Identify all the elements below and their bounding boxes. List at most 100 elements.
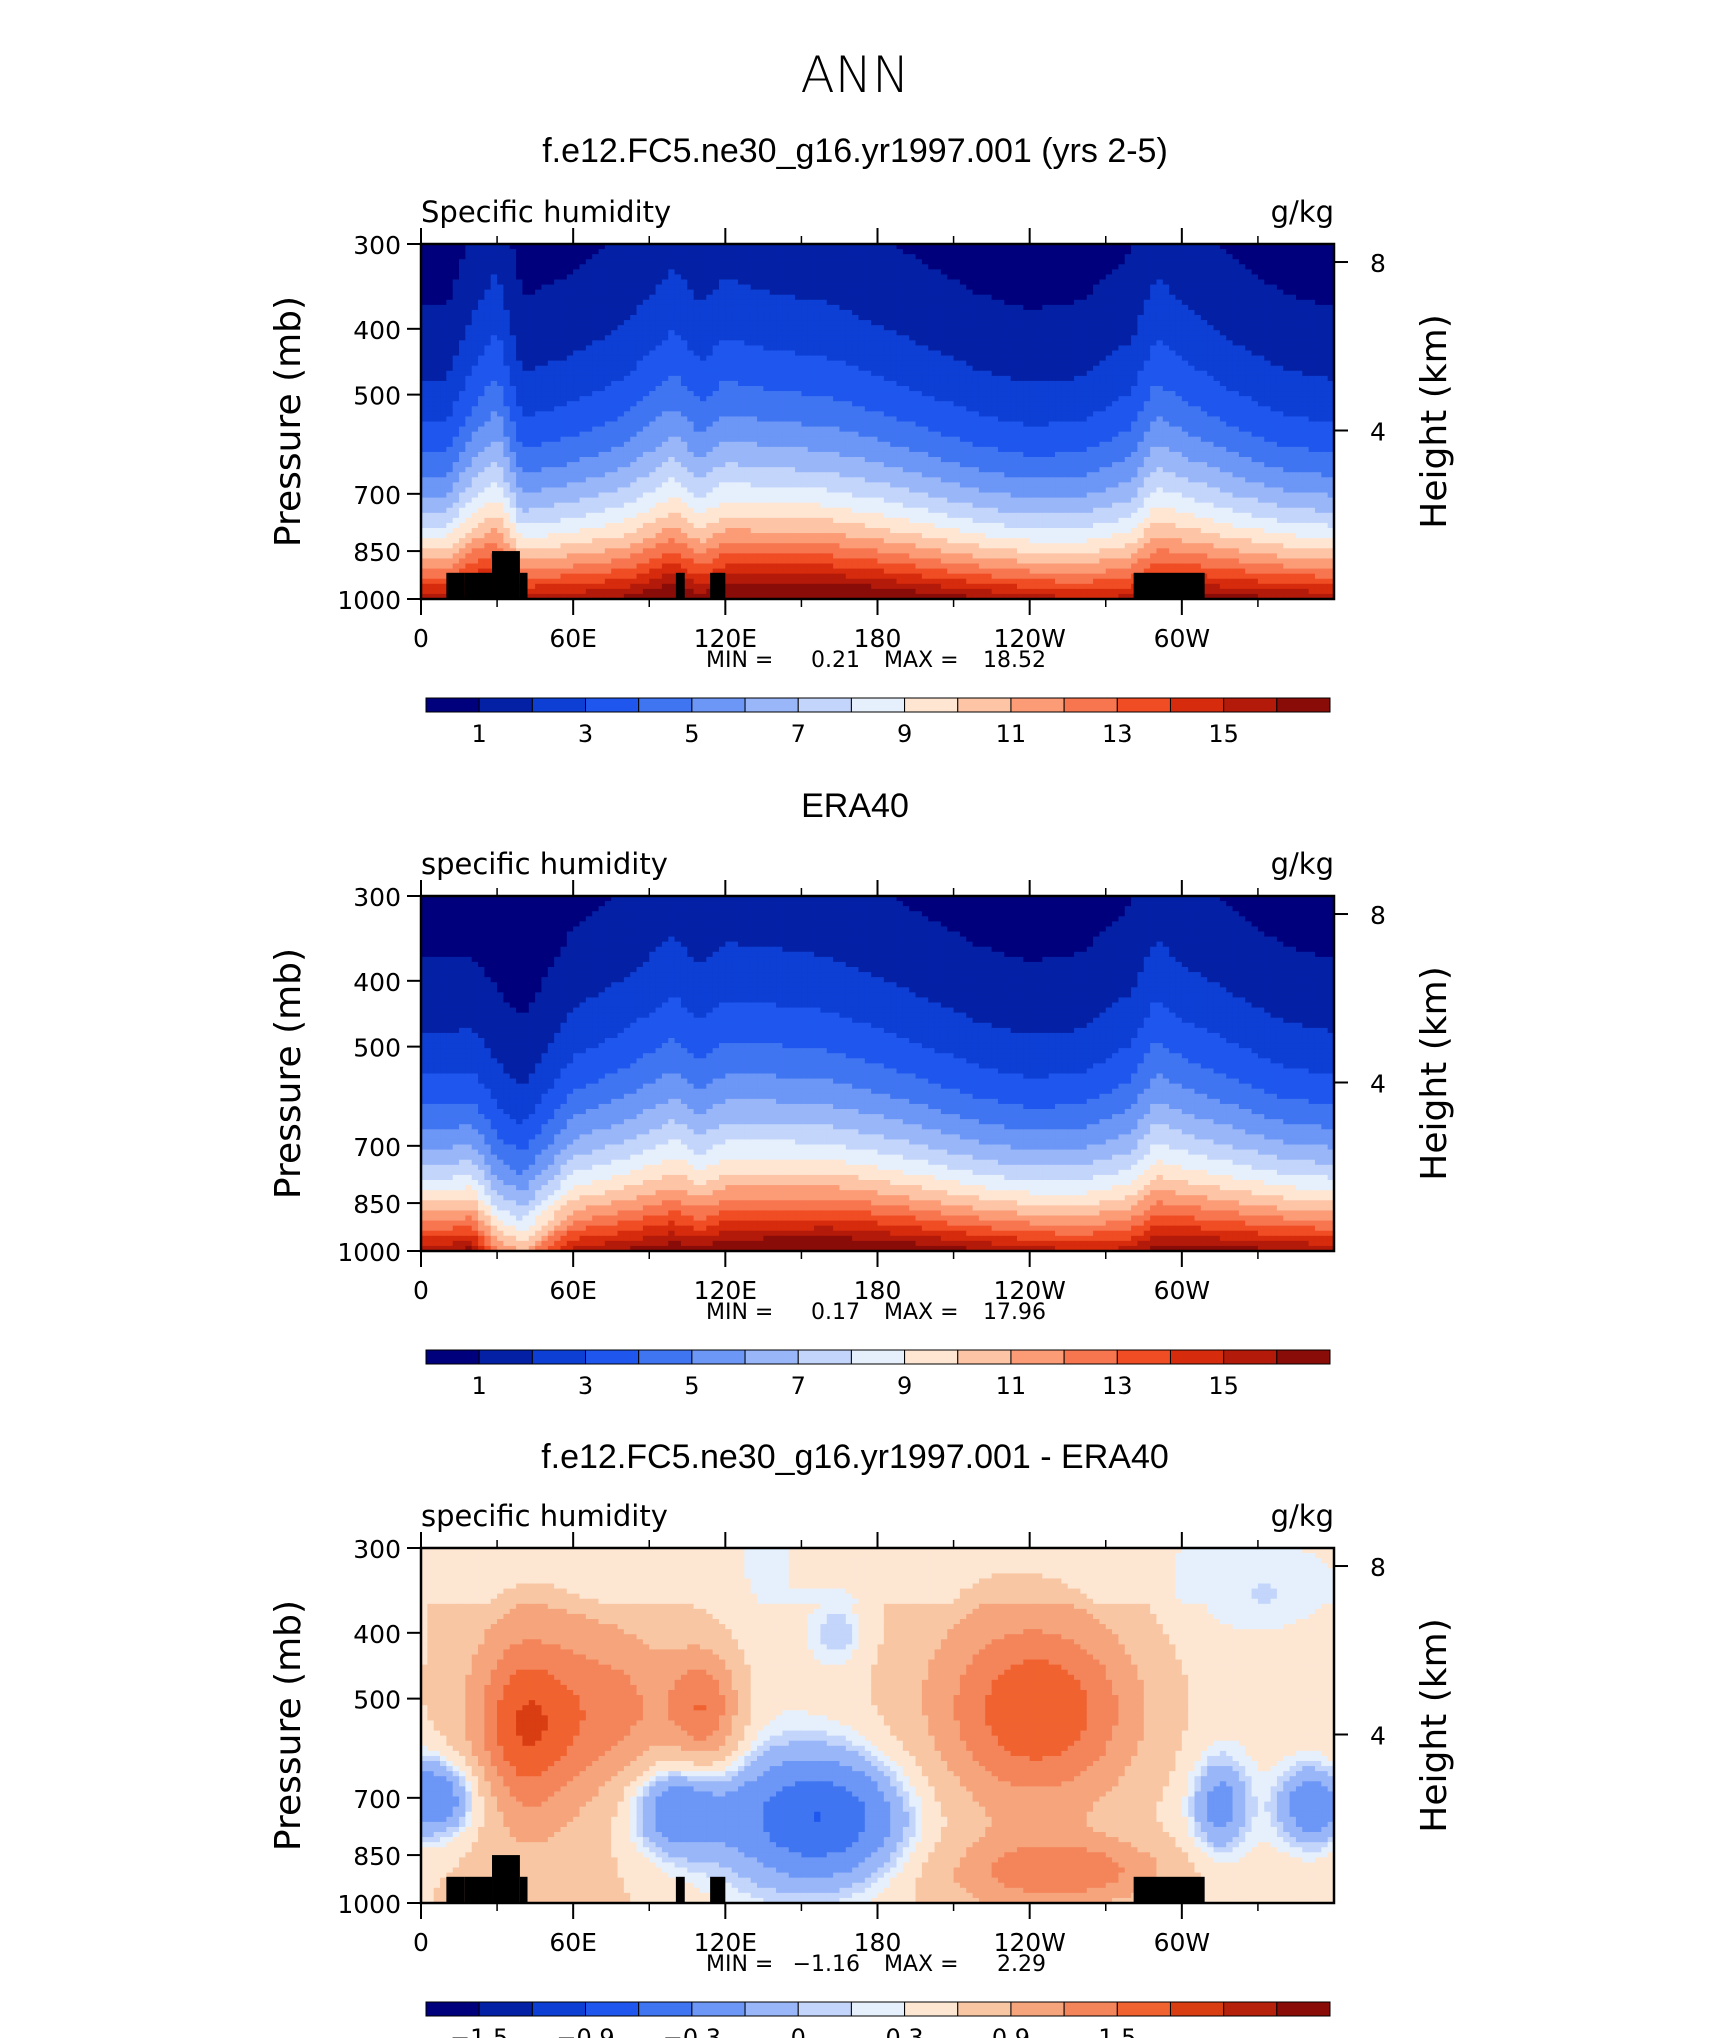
contour-cell: [427, 508, 434, 514]
contour-cell: [529, 259, 536, 265]
contour-cell: [554, 411, 561, 417]
contour-cell: [592, 249, 599, 255]
contour-cell: [782, 330, 789, 336]
contour-cell: [637, 579, 644, 585]
contour-cell: [516, 315, 523, 321]
contour-cell: [599, 315, 606, 321]
contour-cell: [649, 290, 656, 296]
contour-cell: [852, 401, 859, 407]
contour-cell: [573, 508, 580, 514]
contour-cell: [630, 558, 637, 564]
contour-cell: [522, 467, 529, 473]
contour-cell: [839, 335, 846, 341]
contour-cell: [757, 569, 764, 575]
contour-cell: [687, 376, 694, 382]
contour-cell: [649, 351, 656, 357]
contour-cell: [427, 528, 434, 534]
contour-cell: [763, 264, 770, 270]
contour-cell: [782, 472, 789, 478]
contour-cell: [580, 553, 587, 559]
contour-cell: [503, 401, 510, 407]
contour-cell: [782, 528, 789, 534]
contour-cell: [865, 300, 872, 306]
contour-cell: [611, 518, 618, 524]
contour-cell: [573, 553, 580, 559]
contour-cell: [763, 274, 770, 280]
contour-cell: [776, 305, 783, 311]
contour-cell: [592, 477, 599, 483]
contour-cell: [649, 254, 656, 260]
contour-cell: [814, 320, 821, 326]
contour-cell: [681, 437, 688, 443]
contour-cell: [763, 538, 770, 544]
contour-cell: [751, 391, 758, 397]
contour-cell: [801, 462, 808, 468]
contour-cell: [820, 589, 827, 595]
contour-cell: [662, 558, 669, 564]
contour-cell: [453, 422, 460, 428]
contour-cell: [491, 411, 498, 417]
contour-cell: [548, 264, 555, 270]
contour-cell: [846, 457, 853, 463]
contour-cell: [491, 305, 498, 311]
contour-cell: [624, 335, 631, 341]
contour-cell: [820, 508, 827, 514]
contour-cell: [763, 290, 770, 296]
contour-cell: [580, 538, 587, 544]
contour-cell: [427, 315, 434, 321]
contour-cell: [681, 361, 688, 367]
contour-cell: [820, 254, 827, 260]
contour-cell: [852, 548, 859, 554]
contour-cell: [846, 437, 853, 443]
contour-cell: [757, 320, 764, 326]
contour-cell: [643, 538, 650, 544]
contour-cell: [522, 416, 529, 422]
contour-cell: [535, 305, 542, 311]
contour-cell: [624, 548, 631, 554]
contour-cell: [516, 320, 523, 326]
contour-cell: [535, 493, 542, 499]
contour-cell: [592, 340, 599, 346]
contour-cell: [605, 325, 612, 331]
contour-cell: [624, 396, 631, 402]
contour-cell: [865, 462, 872, 468]
contour-cell: [497, 315, 504, 321]
contour-cell: [510, 396, 517, 402]
contour-cell: [472, 401, 479, 407]
contour-cell: [459, 543, 466, 549]
contour-cell: [776, 320, 783, 326]
contour-cell: [662, 498, 669, 504]
contour-cell: [725, 503, 732, 509]
contour-cell: [611, 548, 618, 554]
contour-cell: [770, 300, 777, 306]
contour-cell: [700, 340, 707, 346]
contour-cell: [681, 371, 688, 377]
contour-cell: [725, 518, 732, 524]
contour-cell: [706, 553, 713, 559]
contour-cell: [522, 406, 529, 412]
contour-cell: [472, 325, 479, 331]
contour-cell: [618, 381, 625, 387]
contour-cell: [782, 558, 789, 564]
contour-cell: [668, 447, 675, 453]
contour-cell: [732, 472, 739, 478]
contour-cell: [808, 290, 815, 296]
contour-cell: [478, 366, 485, 372]
contour-cell: [637, 427, 644, 433]
contour-cell: [719, 290, 726, 296]
contour-cell: [801, 386, 808, 392]
contour-cell: [751, 274, 758, 280]
contour-cell: [624, 295, 631, 301]
contour-cell: [497, 508, 504, 514]
contour-cell: [833, 482, 840, 488]
contour-cell: [700, 361, 707, 367]
contour-cell: [865, 574, 872, 580]
contour-cell: [725, 280, 732, 286]
contour-cell: [833, 320, 840, 326]
contour-cell: [801, 305, 808, 311]
contour-cell: [599, 508, 606, 514]
contour-cell: [675, 274, 682, 280]
contour-cell: [516, 290, 523, 296]
contour-cell: [770, 462, 777, 468]
contour-cell: [814, 584, 821, 590]
